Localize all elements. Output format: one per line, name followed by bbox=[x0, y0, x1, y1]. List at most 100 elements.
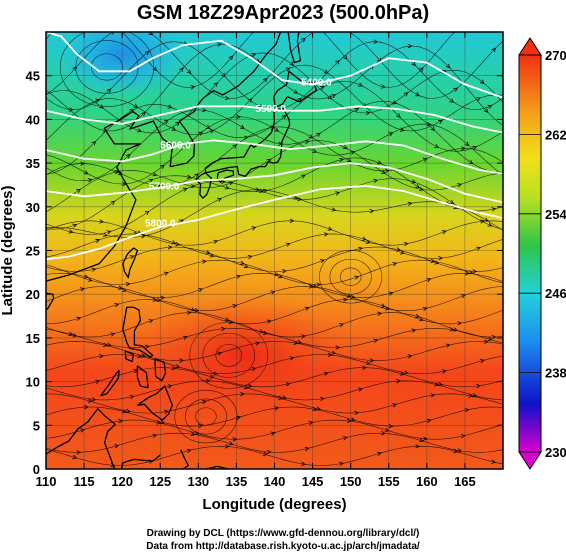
wind-arrowhead bbox=[316, 132, 321, 137]
wind-arrowhead bbox=[281, 395, 287, 400]
wind-arrowhead bbox=[384, 168, 390, 174]
y-tick-label: 0 bbox=[33, 462, 40, 477]
wind-arrowhead bbox=[270, 431, 276, 436]
wind-arrowhead bbox=[438, 381, 443, 387]
wind-arrowhead bbox=[323, 371, 329, 376]
wind-arrowhead bbox=[487, 336, 493, 341]
wind-arrowhead bbox=[312, 148, 318, 153]
streamline-eddy bbox=[339, 267, 362, 286]
coast-new-guinea bbox=[205, 465, 229, 469]
wind-arrowhead bbox=[206, 378, 211, 383]
wind-arrowhead bbox=[472, 269, 478, 274]
coast-mindanao bbox=[137, 385, 174, 421]
wind-arrowhead bbox=[175, 121, 181, 127]
streamline bbox=[46, 52, 503, 134]
wind-arrowhead bbox=[460, 434, 466, 439]
wind-arrowhead bbox=[133, 368, 139, 374]
colorbar-label: 270 bbox=[545, 48, 566, 63]
wind-arrowhead bbox=[160, 295, 165, 300]
wind-arrowhead bbox=[240, 260, 245, 266]
wind-arrowhead bbox=[156, 297, 162, 302]
wind-arrowhead bbox=[190, 85, 196, 90]
wind-arrowhead bbox=[262, 188, 268, 194]
wind-arrowhead bbox=[365, 239, 371, 244]
wind-arrowhead bbox=[327, 226, 333, 231]
wind-arrowhead bbox=[144, 210, 150, 216]
wind-arrowhead bbox=[209, 374, 215, 379]
wind-arrowhead bbox=[381, 431, 386, 436]
map-title: GSM 18Z29Apr2023 (500.0hPa) bbox=[136, 2, 430, 24]
wind-arrowhead bbox=[186, 69, 192, 75]
wind-arrowhead bbox=[472, 392, 478, 398]
wind-arrowhead bbox=[141, 353, 146, 358]
height-contour bbox=[46, 105, 503, 134]
wind-arrowhead bbox=[335, 345, 341, 350]
wind-arrowhead bbox=[112, 32, 115, 35]
wind-arrowhead bbox=[289, 356, 295, 361]
wind-arrowhead bbox=[339, 323, 344, 328]
wind-arrowhead bbox=[491, 47, 496, 53]
wind-arrowhead bbox=[460, 294, 466, 299]
wind-arrowhead bbox=[331, 350, 337, 355]
wind-arrowhead bbox=[224, 317, 230, 322]
wind-arrowhead bbox=[335, 59, 340, 65]
wind-arrowhead bbox=[186, 174, 192, 179]
wind-arrowhead bbox=[186, 448, 192, 454]
coast-borneo bbox=[46, 408, 116, 469]
wind-arrowhead bbox=[114, 303, 120, 308]
x-axis-label: Longitude (degrees) bbox=[202, 496, 346, 513]
wind-arrowhead bbox=[221, 72, 226, 78]
x-tick-label: 125 bbox=[149, 474, 171, 489]
wind-arrowhead bbox=[415, 183, 420, 189]
wind-arrowhead bbox=[201, 400, 207, 405]
wind-arrowhead bbox=[148, 459, 154, 464]
wind-arrowhead bbox=[255, 341, 261, 346]
contour-label: 5500.0 bbox=[255, 104, 286, 115]
wind-arrowhead bbox=[221, 179, 226, 184]
wind-arrowhead bbox=[331, 94, 337, 99]
wind-arrowhead bbox=[251, 52, 257, 58]
wind-arrowhead bbox=[232, 304, 238, 309]
wind-arrowhead bbox=[415, 313, 421, 319]
wind-arrowhead bbox=[213, 82, 218, 87]
wind-arrowhead bbox=[441, 369, 447, 374]
wind-arrowhead bbox=[362, 365, 367, 370]
wind-arrowhead bbox=[304, 446, 310, 452]
y-tick-label: 5 bbox=[33, 418, 40, 433]
wind-arrowhead bbox=[217, 351, 223, 356]
wind-arrowhead bbox=[68, 331, 74, 337]
wind-arrowhead bbox=[308, 284, 314, 289]
wind-arrowhead bbox=[262, 77, 268, 83]
wind-arrowhead bbox=[483, 339, 489, 344]
coast-shikoku bbox=[216, 169, 235, 183]
wind-arrowhead bbox=[453, 327, 459, 332]
wind-arrowhead bbox=[274, 406, 280, 411]
wind-arrowhead bbox=[236, 114, 242, 120]
wind-arrowhead bbox=[83, 170, 89, 175]
wind-arrowhead bbox=[453, 87, 459, 92]
wind-arrowhead bbox=[144, 344, 150, 349]
map-figure: 5400.0 5500.0 5600.0 5700.0 5800.0 110 115 120… bbox=[0, 31, 566, 513]
x-tick-label: 135 bbox=[226, 474, 248, 489]
wind-arrowhead bbox=[87, 277, 93, 282]
streamline bbox=[46, 299, 503, 325]
wind-arrowhead bbox=[464, 141, 470, 147]
y-tick-label: 10 bbox=[26, 375, 40, 390]
wind-arrowhead bbox=[361, 236, 367, 241]
wind-arrowhead bbox=[445, 63, 451, 69]
wind-arrowhead bbox=[114, 170, 120, 175]
wind-arrowhead bbox=[430, 258, 436, 264]
wind-arrowhead bbox=[171, 126, 177, 131]
streamline-eddy bbox=[329, 258, 372, 295]
streamline-eddy bbox=[195, 407, 217, 426]
wind-arrowhead bbox=[301, 37, 306, 43]
streamline-eddy bbox=[215, 344, 243, 367]
wind-arrowhead bbox=[118, 285, 124, 290]
wind-arrowhead bbox=[487, 222, 493, 227]
coast-samar-leyte bbox=[154, 358, 167, 382]
wind-arrowhead bbox=[217, 197, 222, 202]
y-tick-label: 25 bbox=[26, 244, 40, 259]
streamline bbox=[46, 327, 503, 348]
wind-arrowhead bbox=[392, 262, 398, 267]
coast-panay-negros bbox=[136, 365, 149, 389]
